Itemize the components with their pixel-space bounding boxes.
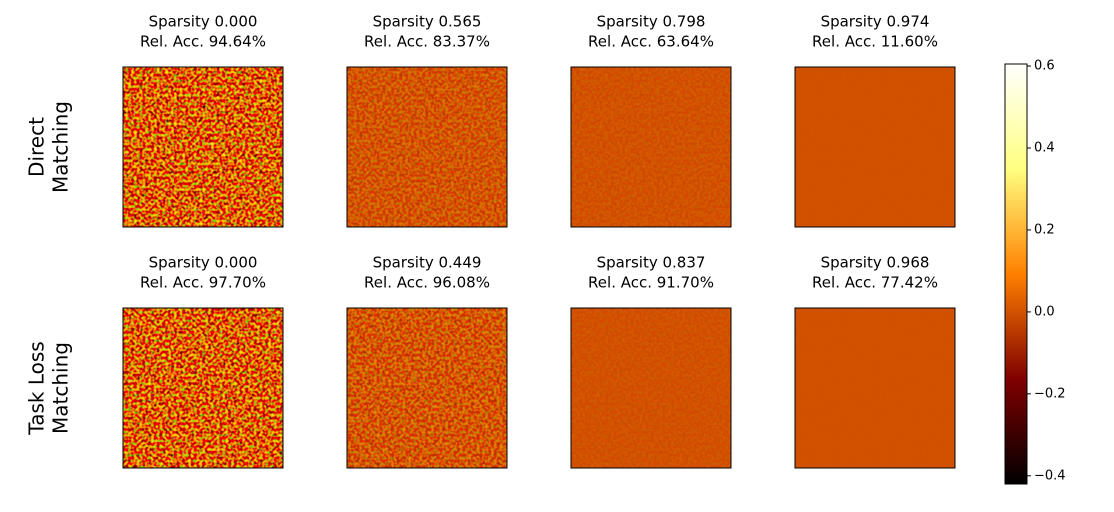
panel-subtitle: Rel. Acc. 94.64% bbox=[140, 33, 266, 51]
row-label: Direct bbox=[25, 117, 49, 177]
panel-frame bbox=[346, 307, 508, 469]
heatmap-texture bbox=[123, 308, 283, 468]
panel-title: Sparsity 0.974 bbox=[821, 13, 930, 31]
panel-subtitle: Rel. Acc. 96.08% bbox=[364, 274, 490, 292]
panel-title: Sparsity 0.000 bbox=[149, 13, 258, 31]
panel-title: Sparsity 0.837 bbox=[597, 254, 706, 272]
panel-title: Sparsity 0.968 bbox=[821, 254, 930, 272]
colorbar-tick-label: 0.4 bbox=[1034, 141, 1055, 156]
colorbar-tick-label: −0.4 bbox=[1034, 468, 1066, 483]
panel-subtitle: Rel. Acc. 97.70% bbox=[140, 274, 266, 292]
row-label: Matching bbox=[49, 342, 73, 434]
panel-subtitle: Rel. Acc. 11.60% bbox=[812, 33, 938, 51]
heatmap-texture bbox=[347, 67, 507, 227]
panel-frame bbox=[570, 66, 732, 228]
panel-frame bbox=[122, 66, 284, 228]
colorbar-tick-label: 0.6 bbox=[1034, 59, 1055, 74]
heatmap-texture bbox=[571, 67, 731, 227]
heatmap-texture bbox=[571, 308, 731, 468]
panel-frame bbox=[794, 66, 956, 228]
heatmap-base bbox=[795, 308, 955, 468]
panel-title: Sparsity 0.565 bbox=[373, 13, 482, 31]
panel-title: Sparsity 0.449 bbox=[373, 254, 482, 272]
heatmap-texture bbox=[795, 308, 955, 468]
panel-subtitle: Rel. Acc. 91.70% bbox=[588, 274, 714, 292]
heatmap-base bbox=[795, 67, 955, 227]
panel-frame bbox=[570, 307, 732, 469]
heatmap-texture bbox=[347, 308, 507, 468]
colorbar-tick-label: −0.2 bbox=[1034, 386, 1066, 401]
panel-subtitle: Rel. Acc. 83.37% bbox=[364, 33, 490, 51]
heatmap-texture bbox=[795, 67, 955, 227]
panel-subtitle: Rel. Acc. 63.64% bbox=[588, 33, 714, 51]
row-label: Matching bbox=[49, 101, 73, 193]
panel-subtitle: Rel. Acc. 77.42% bbox=[812, 274, 938, 292]
panel-frame bbox=[794, 307, 956, 469]
colorbar-tick-label: 0.2 bbox=[1034, 222, 1055, 237]
colorbar bbox=[1004, 63, 1028, 485]
row-label: Task Loss bbox=[25, 341, 49, 435]
colorbar-tick-label: 0.0 bbox=[1034, 304, 1055, 319]
panel-title: Sparsity 0.798 bbox=[597, 13, 706, 31]
panel-frame bbox=[346, 66, 508, 228]
heatmap-texture bbox=[123, 67, 283, 227]
panel-frame bbox=[122, 307, 284, 469]
panel-title: Sparsity 0.000 bbox=[149, 254, 258, 272]
